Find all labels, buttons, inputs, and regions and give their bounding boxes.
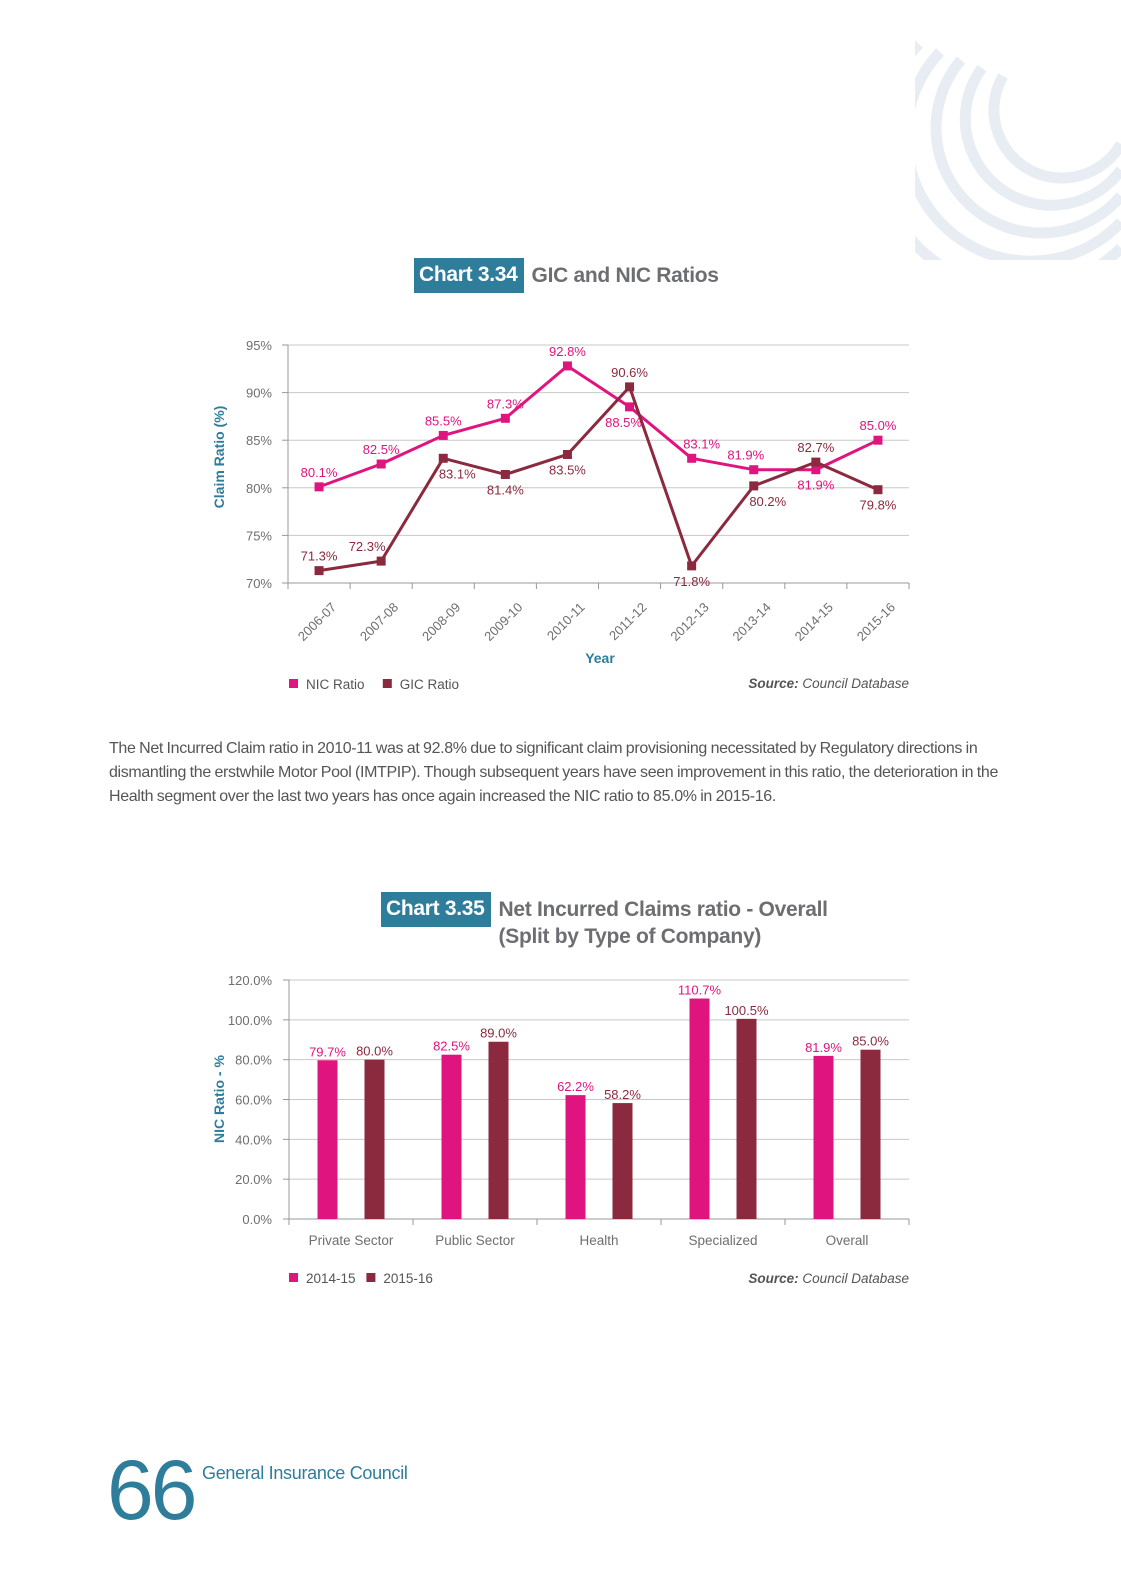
x-tick-label: 2008-09 bbox=[419, 600, 463, 644]
data-point-marker bbox=[811, 457, 821, 467]
data-label: 85.5% bbox=[425, 413, 462, 428]
data-point-marker bbox=[873, 485, 883, 495]
data-point-marker bbox=[749, 465, 759, 475]
data-label: 71.8% bbox=[673, 574, 710, 589]
footer-org-name: General Insurance Council bbox=[202, 1463, 408, 1483]
data-point-marker bbox=[562, 449, 572, 459]
legend-label: NIC Ratio bbox=[306, 677, 365, 692]
legend-swatch bbox=[289, 679, 298, 688]
data-label: 82.5% bbox=[363, 442, 400, 457]
x-tick-label: 2013-14 bbox=[730, 600, 774, 644]
legend-swatch bbox=[382, 679, 392, 688]
page-number: 66 bbox=[107, 1443, 197, 1537]
data-point-marker bbox=[625, 382, 635, 392]
data-label: 80.1% bbox=[301, 465, 338, 480]
data-point-marker bbox=[749, 481, 759, 491]
data-label: 90.6% bbox=[611, 365, 648, 380]
chart-3-35-heading: Chart 3.35 Net Incurred Claims ratio - O… bbox=[381, 892, 828, 950]
data-label: 71.3% bbox=[301, 549, 338, 564]
data-point-marker bbox=[562, 361, 572, 371]
data-label: 79.8% bbox=[860, 498, 897, 513]
data-label: 87.3% bbox=[487, 396, 524, 411]
data-label: 81.4% bbox=[487, 482, 524, 497]
x-tick-label: 2014-15 bbox=[792, 600, 836, 644]
y-tick-label: 95% bbox=[246, 338, 272, 353]
data-point-marker bbox=[376, 459, 386, 469]
data-label: 80.2% bbox=[749, 494, 786, 509]
data-point-marker bbox=[438, 453, 448, 463]
corner-arcs-decoration bbox=[915, 40, 1121, 260]
y-tick-label: 80% bbox=[246, 481, 272, 496]
data-point-marker bbox=[314, 482, 324, 492]
data-point-marker bbox=[687, 561, 697, 571]
data-label: 82.7% bbox=[797, 440, 834, 455]
y-tick-label: 75% bbox=[246, 528, 272, 543]
data-label: 88.5% bbox=[605, 415, 642, 430]
chart-3-35-number: Chart 3.35 bbox=[381, 892, 491, 927]
x-tick-label: 2015-16 bbox=[854, 600, 898, 644]
x-axis-title: Year bbox=[585, 650, 615, 666]
x-tick-label: 2009-10 bbox=[481, 600, 525, 644]
chart-3-34-title-line: GIC and NIC Ratios bbox=[531, 264, 719, 287]
commentary-paragraph: The Net Incurred Claim ratio in 2010-11 … bbox=[109, 740, 998, 805]
data-label: 83.5% bbox=[549, 462, 586, 477]
data-point-marker bbox=[376, 556, 386, 566]
y-axis-title: Claim Ratio (%) bbox=[211, 406, 227, 509]
data-point-marker bbox=[687, 453, 697, 463]
x-tick-label: 2011-12 bbox=[606, 600, 650, 644]
chart-3-35-title-line-2: (Split by Type of Company) bbox=[498, 925, 762, 948]
source-text: Council Database bbox=[799, 676, 909, 691]
data-label: 83.1% bbox=[683, 436, 720, 451]
data-label: 81.9% bbox=[727, 448, 764, 463]
data-label: 83.1% bbox=[439, 466, 476, 481]
legend-label: GIC Ratio bbox=[400, 677, 459, 692]
data-label: 72.3% bbox=[349, 539, 386, 554]
data-point-marker bbox=[314, 566, 324, 576]
x-tick-label: 2012-13 bbox=[667, 600, 711, 644]
source-note: Source: Council Database bbox=[748, 676, 909, 691]
chart-3-34-number: Chart 3.34 bbox=[414, 258, 524, 293]
data-point-marker bbox=[873, 435, 883, 445]
series-line-gic-ratio bbox=[318, 385, 879, 573]
x-tick-label: 2007-08 bbox=[357, 600, 401, 644]
series-line-nic-ratio bbox=[318, 364, 879, 489]
chart-3-35-title-line-1: Net Incurred Claims ratio - Overall bbox=[498, 898, 828, 921]
chart-3-34-title: GIC and NIC Ratios bbox=[532, 258, 719, 289]
data-point-marker bbox=[625, 402, 635, 412]
chart-3-35-title: Net Incurred Claims ratio - Overall (Spl… bbox=[499, 892, 828, 950]
y-tick-label: 70% bbox=[246, 576, 272, 591]
data-point-marker bbox=[811, 465, 821, 475]
y-tick-label: 85% bbox=[246, 433, 272, 448]
data-label: 92.8% bbox=[549, 344, 586, 359]
source-label: Source: bbox=[748, 676, 798, 691]
data-label: 85.0% bbox=[860, 418, 897, 433]
data-point-marker bbox=[500, 413, 510, 423]
y-tick-label: 90% bbox=[246, 386, 272, 401]
data-point-marker bbox=[500, 469, 510, 479]
x-tick-label: 2006-07 bbox=[295, 600, 339, 644]
chart-3-34-heading: Chart 3.34 GIC and NIC Ratios bbox=[414, 258, 719, 293]
data-label: 81.9% bbox=[797, 478, 834, 493]
data-point-marker bbox=[438, 430, 448, 440]
x-tick-label: 2010-11 bbox=[544, 600, 588, 644]
